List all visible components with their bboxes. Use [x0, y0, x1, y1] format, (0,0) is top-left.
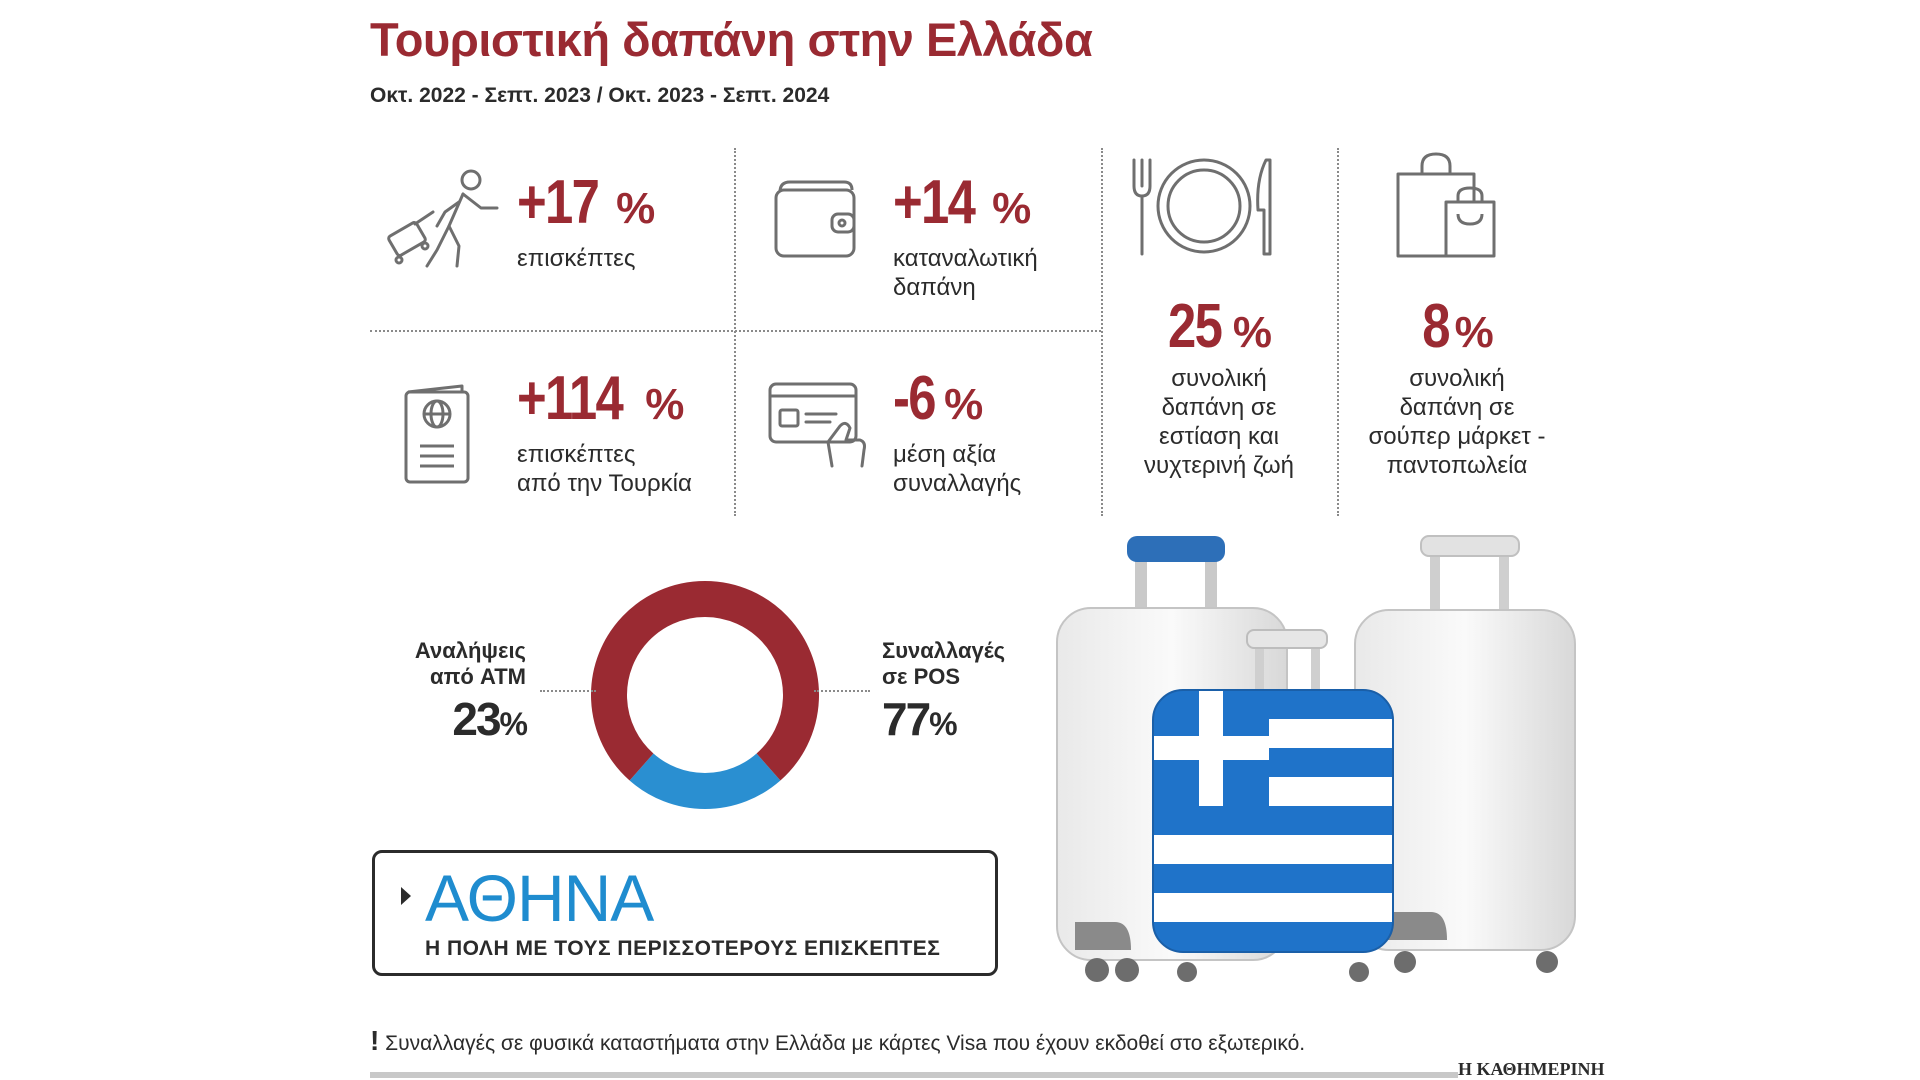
leader-line-pos	[814, 690, 870, 692]
donut-chart	[591, 581, 819, 809]
traveler-with-suitcase-icon	[385, 168, 505, 272]
stat-label-consumer-spending: καταναλωτική δαπάνη	[893, 245, 1038, 301]
donut-slice-pos	[591, 581, 819, 781]
stat-value-visitors-turkey: +114%	[517, 364, 684, 433]
wallet-icon	[772, 178, 858, 260]
stat-label-visitors-turkey: επισκέπτες από την Τουρκία	[517, 441, 692, 497]
stat-value-visitors: +17%	[517, 168, 655, 237]
passport-icon	[402, 384, 474, 484]
donut-slice-atm	[629, 753, 781, 809]
donut-label-pos: Συναλλαγές σε POS	[882, 638, 1006, 689]
grid-divider	[370, 330, 1101, 332]
city-description: Η ΠΟΛΗ ΜΕ ΤΟΥΣ ΠΕΡΙΣΣΟΤΕΡΟΥΣ ΕΠΙΣΚΕΠΤΕΣ	[425, 937, 941, 960]
stat-value-transaction: -6%	[893, 364, 983, 433]
donut-label-atm: Αναλήψεις από ATM	[414, 638, 526, 689]
credit-card-hand-icon	[766, 380, 874, 470]
page-subtitle: Οκτ. 2022 - Σεπτ. 2023 / Οκτ. 2023 - Σεπ…	[370, 84, 830, 107]
stat-label-visitors: επισκέπτες	[517, 245, 636, 272]
leader-line-atm	[540, 690, 596, 692]
stat-label-transaction: μέση αξία συναλλαγής	[893, 441, 1022, 497]
shopping-bags-icon	[1394, 152, 1498, 260]
page-title: Τουριστική δαπάνη στην Ελλάδα	[370, 13, 1093, 66]
plate-fork-knife-icon	[1130, 156, 1276, 258]
grid-divider	[734, 148, 736, 516]
brand-logo: Η ΚΑΘΗΜΕΡΙΝΗ	[1458, 1059, 1605, 1079]
donut-value-atm: 23%	[452, 693, 528, 745]
city-highlight-box: ΑΘΗΝΑ Η ΠΟΛΗ ΜΕ ΤΟΥΣ ΠΕΡΙΣΣΟΤΕΡΟΥΣ ΕΠΙΣΚ…	[372, 850, 998, 976]
stat-value-consumer-spending: +14%	[893, 168, 1031, 237]
donut-value-pos: 77%	[882, 693, 958, 745]
suitcases-illustration	[1056, 535, 1576, 982]
triangle-bullet-icon	[401, 887, 411, 905]
bottom-rule	[370, 1072, 1458, 1078]
grid-divider	[1337, 148, 1339, 516]
city-name: ΑΘΗΝΑ	[425, 861, 654, 935]
stat-label-dining: συνολική δαπάνη σε εστίαση και νυχτερινή ζ…	[1144, 365, 1294, 479]
footnote: ! Συναλλαγές σε φυσικά καταστήματα στην …	[370, 1025, 1306, 1056]
stat-label-supermarket: συνολική δαπάνη σε σούπερ μάρκετ - παντοπω…	[1368, 365, 1546, 479]
grid-divider	[1101, 148, 1103, 516]
